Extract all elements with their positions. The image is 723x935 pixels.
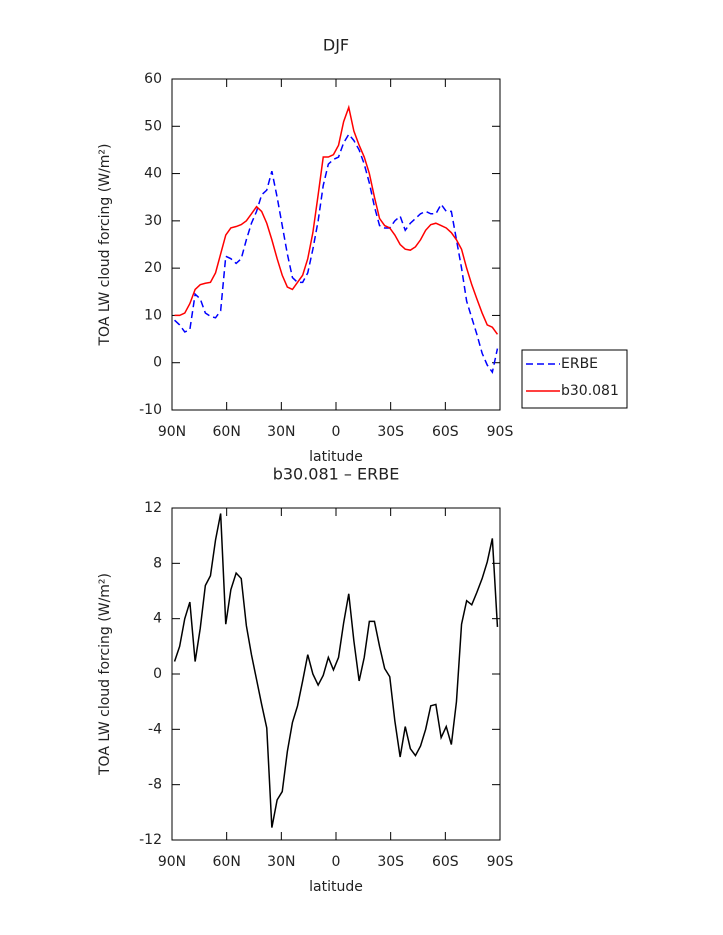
y-tick-label: 60: [144, 71, 162, 87]
x-tick-label: 60S: [432, 854, 459, 870]
y-axis-label: TOA LW cloud forcing (W/m²): [97, 144, 113, 347]
x-tick-label: 30N: [267, 854, 295, 870]
x-tick-label: 0: [332, 424, 341, 440]
y-tick-label: 0: [153, 666, 162, 682]
y-tick-label: 20: [144, 260, 162, 276]
y-tick-label: 8: [153, 555, 162, 571]
y-tick-label: 4: [153, 611, 162, 627]
x-tick-label: 60N: [213, 854, 241, 870]
x-axis-label: latitude: [309, 449, 363, 465]
x-axis-label: latitude: [309, 879, 363, 895]
plot-frame: [171, 78, 501, 411]
y-tick-label: 50: [144, 118, 162, 134]
y-tick-label: -8: [148, 777, 162, 793]
data-line: [174, 133, 499, 374]
plot-frame: [171, 507, 501, 841]
legend: ERBE b30.081: [521, 349, 628, 409]
x-tick-label: 90S: [487, 854, 514, 870]
x-tick-label: 60N: [213, 424, 241, 440]
chart-title: DJF: [323, 36, 349, 55]
chart-title: b30.081 – ERBE: [273, 465, 400, 484]
x-tick-label: 60S: [432, 424, 459, 440]
y-tick-label: 12: [144, 500, 162, 516]
x-tick-label: 90N: [158, 854, 186, 870]
panel: b30.081 – ERBE latitude TOA LW cloud forci…: [97, 465, 513, 896]
y-tick-label: -12: [139, 832, 162, 848]
y-tick-label: 0: [153, 355, 162, 371]
y-tick-label: -10: [139, 402, 162, 418]
legend-label: b30.081: [561, 383, 619, 399]
data-line: [174, 104, 499, 335]
y-tick-label: 40: [144, 166, 162, 182]
legend-label: ERBE: [561, 356, 598, 372]
x-tick-label: 30S: [377, 854, 404, 870]
y-tick-label: -4: [148, 721, 162, 737]
x-tick-label: 90N: [158, 424, 186, 440]
x-tick-label: 30S: [377, 424, 404, 440]
y-tick-label: 10: [144, 307, 162, 323]
y-axis-label: TOA LW cloud forcing (W/m²): [97, 573, 113, 776]
x-tick-label: 30N: [267, 424, 295, 440]
legend-box: [521, 349, 628, 409]
data-line: [173, 513, 499, 828]
panel: DJF latitude TOA LW cloud forcing (W/m²) -1…: [97, 36, 628, 465]
x-tick-label: 90S: [487, 424, 514, 440]
x-tick-label: 0: [332, 854, 341, 870]
y-tick-label: 30: [144, 213, 162, 229]
